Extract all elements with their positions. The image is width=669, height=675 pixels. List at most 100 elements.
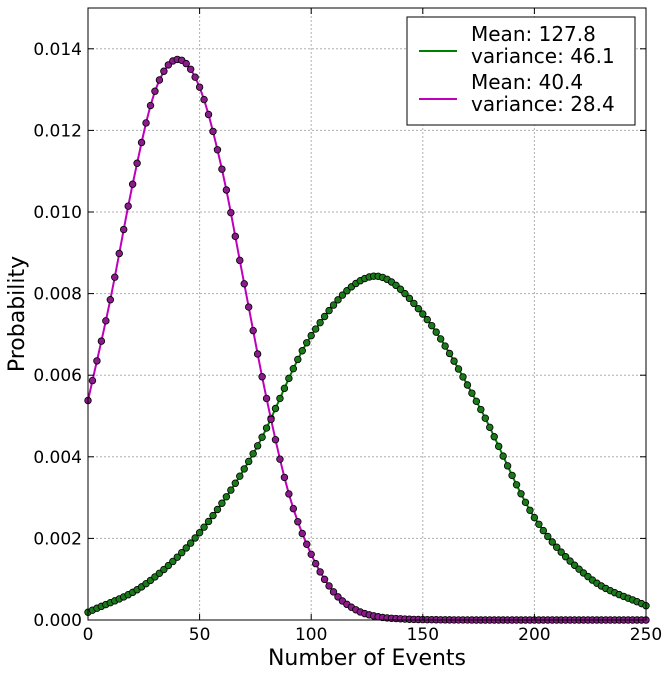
data-point xyxy=(294,518,302,526)
data-point xyxy=(316,568,324,576)
data-point xyxy=(124,202,132,210)
data-point xyxy=(548,538,556,546)
data-point xyxy=(106,296,115,304)
data-point xyxy=(454,365,463,373)
data-point xyxy=(236,472,244,480)
data-point xyxy=(490,433,498,441)
data-point xyxy=(182,59,190,68)
data-point xyxy=(285,490,293,498)
data-point xyxy=(151,87,159,95)
data-point xyxy=(526,506,534,514)
data-point xyxy=(133,159,141,167)
data-point xyxy=(557,548,565,556)
data-point xyxy=(419,310,427,318)
data-point xyxy=(280,384,289,393)
data-point xyxy=(244,303,253,311)
data-point xyxy=(267,415,275,424)
y-tick-label: 0.000 xyxy=(33,611,82,631)
data-point xyxy=(311,559,320,568)
data-point xyxy=(338,291,347,299)
data-point xyxy=(115,249,123,258)
data-point xyxy=(142,119,150,127)
data-point xyxy=(561,553,570,561)
data-point xyxy=(195,528,204,537)
data-point xyxy=(213,505,222,514)
data-point xyxy=(329,301,338,309)
data-point xyxy=(468,389,476,397)
data-point xyxy=(186,65,195,73)
x-tick-label: 250 xyxy=(630,625,662,645)
series-1 xyxy=(84,272,650,616)
x-tick-label: 150 xyxy=(407,625,439,645)
data-point xyxy=(517,490,525,498)
data-point xyxy=(436,335,445,343)
data-point xyxy=(102,317,110,325)
data-point xyxy=(240,280,248,288)
data-point xyxy=(227,208,235,217)
data-point xyxy=(218,499,226,507)
data-point xyxy=(164,561,173,570)
data-point xyxy=(334,593,342,601)
data-point xyxy=(307,331,315,340)
data-point xyxy=(271,404,280,413)
data-point xyxy=(97,337,106,345)
data-point xyxy=(146,101,155,110)
data-point xyxy=(530,513,539,522)
data-point xyxy=(200,523,208,531)
legend-label: variance: 46.1 xyxy=(471,44,615,68)
plot-frame xyxy=(87,7,647,621)
data-point xyxy=(521,498,530,507)
data-point xyxy=(258,433,266,441)
data-point xyxy=(294,355,302,364)
series-line xyxy=(87,58,646,621)
data-point xyxy=(445,349,454,358)
data-point xyxy=(486,423,494,432)
data-point xyxy=(218,165,226,173)
series-layer xyxy=(84,55,650,624)
y-tick-label: 0.006 xyxy=(33,366,82,386)
series-2 xyxy=(84,55,650,624)
data-point xyxy=(209,511,217,520)
data-point xyxy=(396,285,405,293)
data-point xyxy=(329,588,338,596)
data-point xyxy=(539,526,548,535)
data-point xyxy=(499,452,507,460)
data-point xyxy=(271,436,280,444)
y-axis-label: Probability xyxy=(5,256,30,372)
data-point xyxy=(463,381,472,389)
data-point xyxy=(120,225,128,234)
x-tick-label: 0 xyxy=(83,625,94,645)
data-point xyxy=(325,306,333,315)
data-point xyxy=(320,575,329,584)
data-point xyxy=(508,471,516,480)
y-tick-label: 0.008 xyxy=(33,285,82,305)
data-point xyxy=(262,394,271,403)
data-point xyxy=(88,376,97,385)
x-tick-label: 200 xyxy=(518,625,550,645)
data-point xyxy=(472,397,481,406)
data-point xyxy=(481,414,489,422)
data-point xyxy=(289,365,298,373)
data-point xyxy=(285,374,293,383)
data-point xyxy=(169,557,177,566)
data-point xyxy=(503,462,512,470)
data-point xyxy=(410,299,418,308)
data-point xyxy=(191,73,199,81)
data-point xyxy=(405,294,414,303)
data-point xyxy=(307,550,315,559)
data-point xyxy=(128,180,137,188)
data-point xyxy=(459,373,467,381)
data-point xyxy=(414,304,423,313)
data-point xyxy=(428,321,436,330)
legend-label: Mean: 127.8 xyxy=(471,22,596,46)
data-point xyxy=(191,534,199,542)
data-point xyxy=(311,325,320,333)
data-point xyxy=(334,296,342,304)
data-point xyxy=(441,342,449,350)
data-point xyxy=(93,357,101,365)
data-point xyxy=(303,540,311,548)
data-point xyxy=(258,373,266,381)
data-point xyxy=(173,553,181,561)
